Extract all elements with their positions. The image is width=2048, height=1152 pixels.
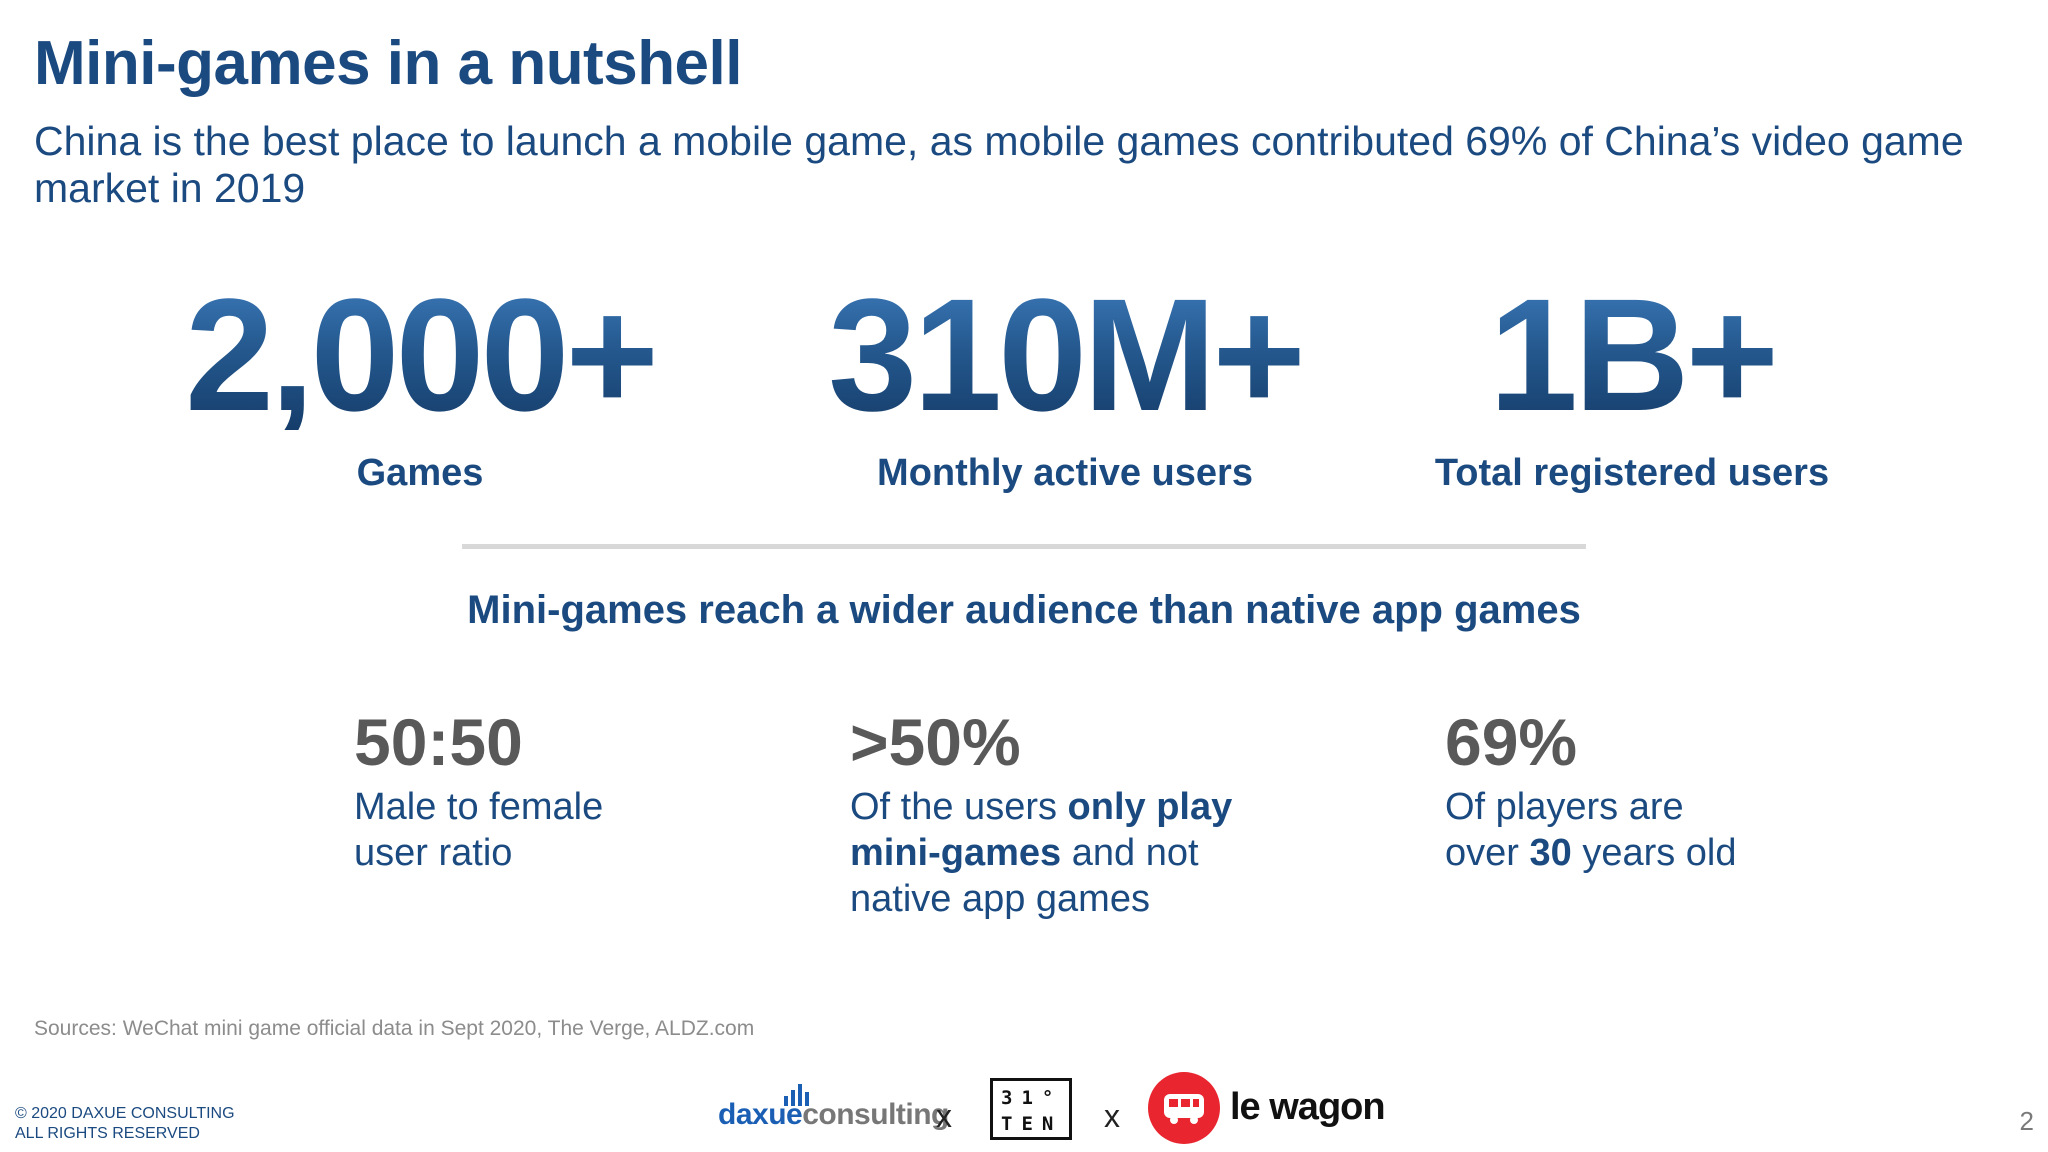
- wagon-badge: [1148, 1072, 1220, 1144]
- section-divider: [462, 544, 1586, 549]
- stat-games-value: 2,000+: [100, 275, 740, 435]
- stat-gender-ratio-value: 50:50: [354, 705, 523, 779]
- stat-only-minigames: >50% Of the users only play mini-games a…: [850, 702, 1232, 922]
- stat-gender-ratio-desc: Male to female user ratio: [354, 786, 604, 874]
- stat-mau: 310M+ Monthly active users: [745, 275, 1385, 495]
- le-wagon-wordmark: le wagon: [1230, 1086, 1386, 1128]
- partner-separator-1: x: [936, 1098, 952, 1134]
- stat-registered-value: 1B+: [1312, 275, 1952, 435]
- section-heading: Mini-games reach a wider audience than n…: [467, 588, 1581, 632]
- stat-over-30: 69% Of players are over 30 years old: [1445, 702, 1737, 876]
- stat-mau-label: Monthly active users: [877, 452, 1253, 494]
- 31ten-logo: 31° TEN: [990, 1078, 1072, 1140]
- stat-games-label: Games: [356, 452, 484, 494]
- stat-mau-value: 310M+: [745, 275, 1385, 435]
- bar-chart-icon: [784, 1084, 809, 1106]
- slide-subtitle: China is the best place to launch a mobi…: [34, 118, 1964, 211]
- stat-only-minigames-desc: Of the users only play mini-games and no…: [850, 786, 1233, 920]
- page-number: 2: [2019, 1106, 2034, 1136]
- van-icon: [1164, 1094, 1204, 1124]
- stat-over-30-desc: Of players are over 30 years old: [1445, 786, 1737, 874]
- stat-only-minigames-value: >50%: [850, 705, 1021, 779]
- stat-registered-label: Total registered users: [1434, 452, 1830, 494]
- sources-note: Sources: WeChat mini game official data …: [34, 1017, 755, 1040]
- stat-games: 2,000+ Games: [100, 275, 740, 495]
- slide-title: Mini-games in a nutshell: [34, 29, 743, 98]
- partner-separator-2: x: [1104, 1098, 1120, 1134]
- stat-registered: 1B+ Total registered users: [1312, 275, 1952, 495]
- copyright: © 2020 DAXUE CONSULTING ALL RIGHTS RESER…: [15, 1105, 235, 1142]
- stat-gender-ratio: 50:50 Male to female user ratio: [354, 702, 603, 876]
- stat-over-30-value: 69%: [1445, 705, 1578, 779]
